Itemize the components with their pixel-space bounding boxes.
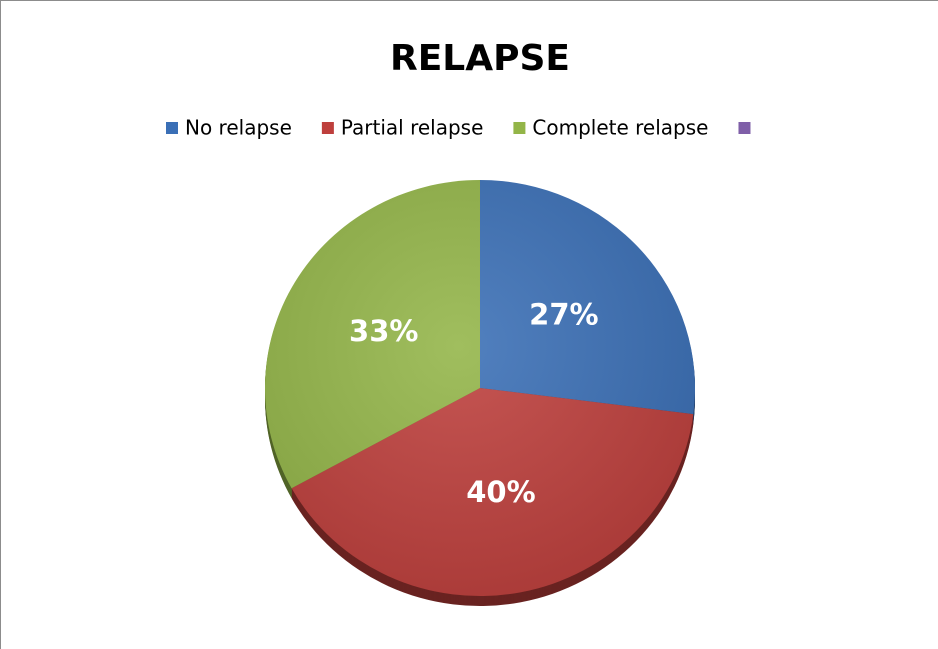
legend-label: Complete relapse: [532, 116, 708, 140]
legend-swatch: [321, 122, 334, 134]
value-label: 27%: [529, 297, 598, 331]
value-label: 40%: [466, 475, 535, 509]
legend-swatch: [738, 122, 751, 134]
legend-swatch: [166, 122, 178, 134]
legend-label: Partial relapse: [341, 116, 484, 140]
chart-title: RELAPSE: [390, 38, 570, 79]
legend-label: No relapse: [185, 116, 292, 140]
legend-swatch: [513, 122, 526, 134]
value-label: 33%: [349, 314, 418, 348]
